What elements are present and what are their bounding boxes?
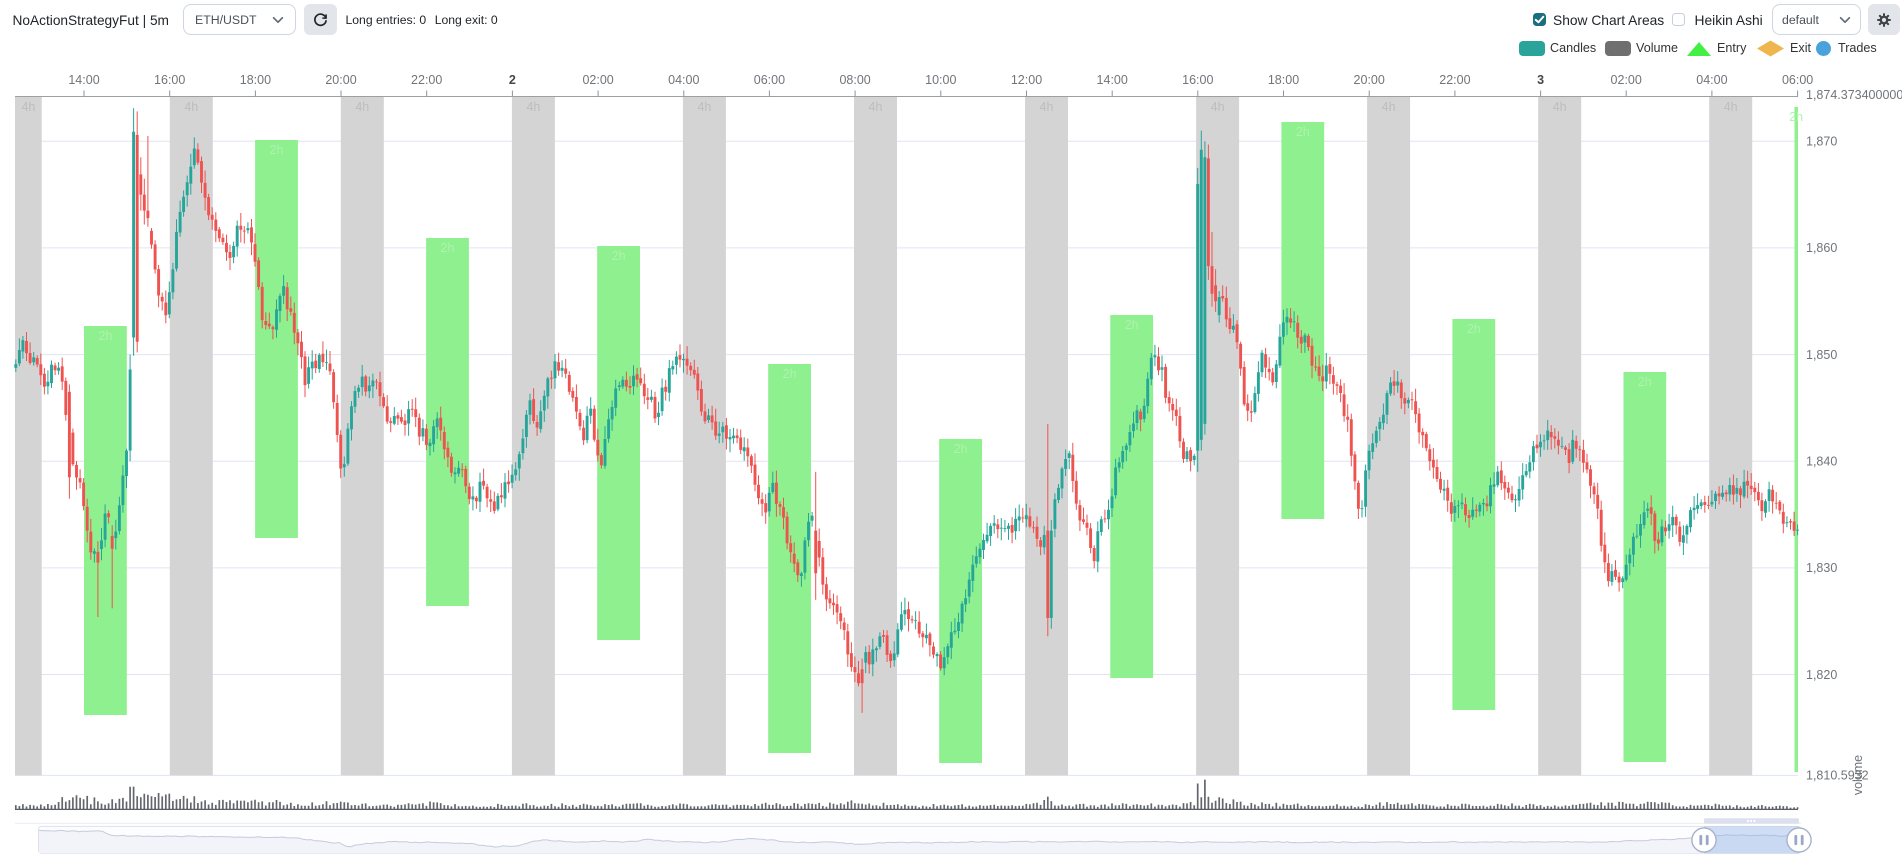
svg-text:4h: 4h bbox=[184, 100, 198, 114]
svg-text:1,830: 1,830 bbox=[1806, 561, 1837, 575]
svg-text:2: 2 bbox=[509, 73, 516, 87]
svg-text:1,820: 1,820 bbox=[1806, 668, 1837, 682]
svg-text:2h: 2h bbox=[270, 143, 284, 157]
svg-text:4h: 4h bbox=[355, 100, 369, 114]
svg-text:2h: 2h bbox=[954, 442, 968, 456]
svg-text:1,870: 1,870 bbox=[1806, 135, 1837, 149]
svg-text:2h: 2h bbox=[1789, 110, 1803, 124]
svg-text:04:00: 04:00 bbox=[668, 73, 699, 87]
svg-text:1,874.373400000: 1,874.373400000 bbox=[1806, 88, 1902, 102]
svg-text:10:00: 10:00 bbox=[925, 73, 956, 87]
svg-text:4h: 4h bbox=[1040, 100, 1054, 114]
svg-text:4h: 4h bbox=[1382, 100, 1396, 114]
svg-text:1,810.5932: 1,810.5932 bbox=[1806, 769, 1869, 783]
svg-text:06:00: 06:00 bbox=[754, 73, 785, 87]
svg-text:3: 3 bbox=[1537, 73, 1544, 87]
svg-text:4h: 4h bbox=[697, 100, 711, 114]
svg-text:4h: 4h bbox=[1211, 100, 1225, 114]
svg-text:2h: 2h bbox=[1125, 318, 1139, 332]
svg-text:2h: 2h bbox=[612, 249, 626, 263]
svg-text:2h: 2h bbox=[1638, 375, 1652, 389]
svg-text:02:00: 02:00 bbox=[582, 73, 613, 87]
svg-text:14:00: 14:00 bbox=[68, 73, 99, 87]
svg-text:20:00: 20:00 bbox=[1354, 73, 1385, 87]
svg-text:4h: 4h bbox=[21, 100, 35, 114]
svg-text:08:00: 08:00 bbox=[839, 73, 870, 87]
svg-text:04:00: 04:00 bbox=[1696, 73, 1727, 87]
svg-text:06:00: 06:00 bbox=[1782, 73, 1813, 87]
svg-text:16:00: 16:00 bbox=[1182, 73, 1213, 87]
svg-text:4h: 4h bbox=[1724, 100, 1738, 114]
svg-text:1,850: 1,850 bbox=[1806, 348, 1837, 362]
svg-text:02:00: 02:00 bbox=[1611, 73, 1642, 87]
svg-text:2h: 2h bbox=[1296, 125, 1310, 139]
svg-text:4h: 4h bbox=[526, 100, 540, 114]
svg-text:2h: 2h bbox=[1467, 322, 1481, 336]
svg-text:4h: 4h bbox=[869, 100, 883, 114]
svg-text:2h: 2h bbox=[783, 367, 797, 381]
svg-text:22:00: 22:00 bbox=[411, 73, 442, 87]
svg-text:1,860: 1,860 bbox=[1806, 241, 1837, 255]
svg-text:volume: volume bbox=[1851, 755, 1865, 795]
svg-text:4h: 4h bbox=[1553, 100, 1567, 114]
svg-text:1,840: 1,840 bbox=[1806, 455, 1837, 469]
svg-text:14:00: 14:00 bbox=[1097, 73, 1128, 87]
svg-text:12:00: 12:00 bbox=[1011, 73, 1042, 87]
svg-text:22:00: 22:00 bbox=[1439, 73, 1470, 87]
svg-text:18:00: 18:00 bbox=[240, 73, 271, 87]
svg-text:2h: 2h bbox=[441, 241, 455, 255]
svg-text:18:00: 18:00 bbox=[1268, 73, 1299, 87]
svg-text:2h: 2h bbox=[98, 329, 112, 343]
svg-text:20:00: 20:00 bbox=[325, 73, 356, 87]
svg-text:16:00: 16:00 bbox=[154, 73, 185, 87]
